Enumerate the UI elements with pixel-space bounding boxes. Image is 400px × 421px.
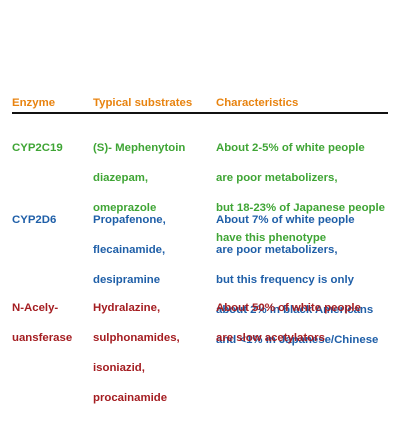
substrate-line: isoniazid, [93, 362, 145, 374]
substrate-line: desipramine [93, 274, 161, 286]
characteristic-line: but 18-23% of Japanese people [216, 202, 386, 214]
characteristic-line: About 2-5% of white people [216, 142, 365, 154]
substrate-line: omeprazole [93, 202, 157, 214]
enzyme-line: N-Acely- [12, 302, 59, 314]
row-cyp2d6-characteristics: About 7% of white people are poor metabo… [216, 198, 378, 363]
characteristic-line: but this frequency is only [216, 274, 354, 286]
row-cyp2c19-substrates: (S)- Mephenytoin diazepam, omeprazole [93, 126, 185, 231]
header-divider [12, 112, 388, 114]
enzyme-line: uansferase [12, 332, 73, 344]
substrate-line: flecainamide, [93, 244, 166, 256]
characteristic-line: are slow acetylators [216, 332, 325, 344]
header-typical-substrates: Typical substrates [93, 97, 193, 109]
substrate-line: sulphonamides, [93, 332, 180, 344]
substrate-line: Propafenone, [93, 214, 166, 226]
substrate-line: (S)- Mephenytoin [93, 142, 186, 154]
characteristic-line: about 2% in black Americans [216, 304, 374, 316]
row-n-acetyltransferase-substrates: Hydralazine, sulphonamides, isoniazid, p… [93, 286, 180, 421]
substrate-line: procainamide [93, 392, 168, 404]
header-characteristics: Characteristics [216, 97, 299, 109]
row-n-acetyltransferase-characteristics: About 50% of white people are slow acety… [216, 286, 361, 361]
characteristic-line: About 7% of white people [216, 214, 355, 226]
row-cyp2d6-enzyme: CYP2D6 [12, 198, 56, 243]
characteristic-line: and <1% in Japanese/Chinese [216, 334, 379, 346]
header-enzyme: Enzyme [12, 97, 56, 109]
characteristic-line: About 50% of white people [216, 302, 361, 314]
row-cyp2d6-substrates: Propafenone, flecainamide, desipramine [93, 198, 166, 303]
characteristic-line: are poor metabolizers, [216, 172, 338, 184]
row-cyp2c19-characteristics: About 2-5% of white people are poor meta… [216, 126, 385, 261]
characteristic-line: are poor metabolizers, [216, 244, 338, 256]
row-cyp2c19-enzyme: CYP2C19 [12, 126, 63, 171]
enzyme-line: CYP2C19 [12, 142, 63, 154]
characteristic-line: have this phenotype [216, 232, 327, 244]
substrate-line: Hydralazine, [93, 302, 161, 314]
substrate-line: diazepam, [93, 172, 149, 184]
row-n-acetyltransferase-enzyme: N-Acely- uansferase [12, 286, 72, 361]
enzyme-line: CYP2D6 [12, 214, 57, 226]
